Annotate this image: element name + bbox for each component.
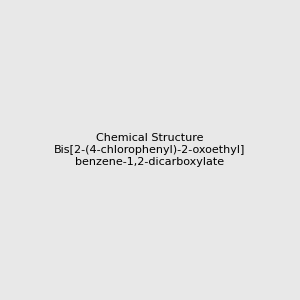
- Text: Chemical Structure
Bis[2-(4-chlorophenyl)-2-oxoethyl] benzene-1,2-dicarboxylate: Chemical Structure Bis[2-(4-chlorophenyl…: [54, 134, 246, 166]
